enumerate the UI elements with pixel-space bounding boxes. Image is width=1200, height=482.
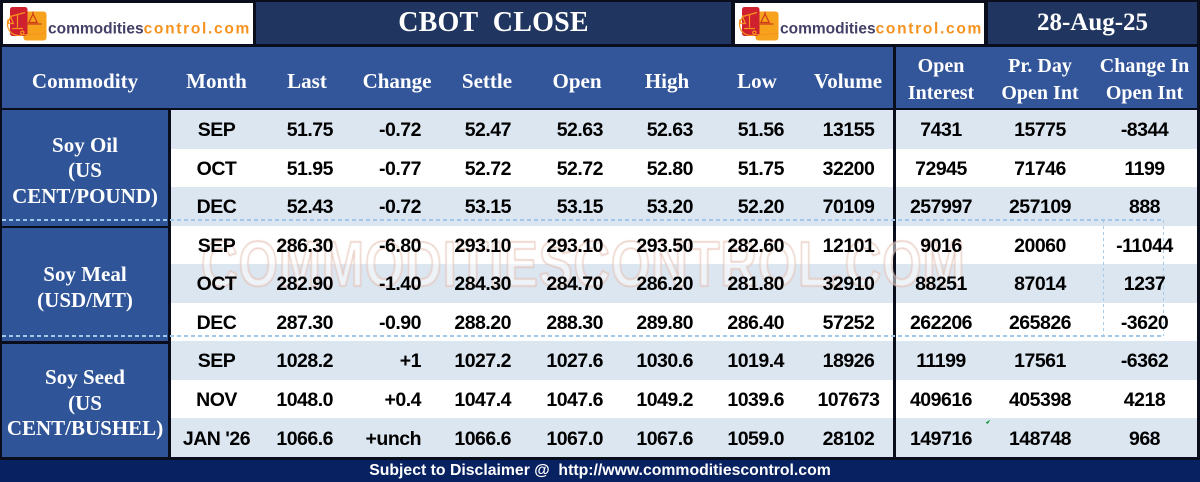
svg-text:commoditiescontrol.com: commoditiescontrol.com <box>48 21 251 38</box>
svg-text:commoditiescontrol.com: commoditiescontrol.com <box>780 21 983 38</box>
